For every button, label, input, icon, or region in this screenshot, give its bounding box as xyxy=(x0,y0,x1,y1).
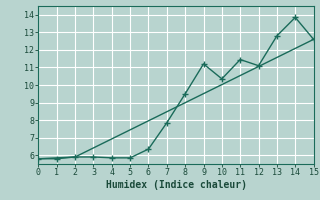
X-axis label: Humidex (Indice chaleur): Humidex (Indice chaleur) xyxy=(106,180,246,190)
